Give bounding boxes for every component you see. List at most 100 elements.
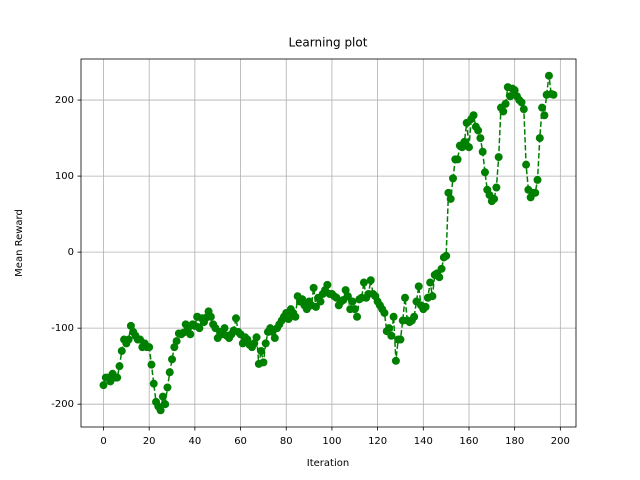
point <box>316 297 325 306</box>
point <box>480 168 489 177</box>
plot-frame <box>80 58 577 428</box>
point <box>544 71 553 80</box>
point <box>428 292 437 301</box>
y-tick-label: 100 <box>55 171 74 182</box>
point <box>442 251 451 260</box>
point <box>531 188 540 197</box>
point <box>113 373 122 382</box>
point <box>115 362 124 371</box>
point <box>453 155 462 164</box>
point <box>519 105 528 114</box>
point <box>161 400 170 409</box>
point <box>257 346 266 355</box>
point <box>163 383 172 392</box>
point <box>464 143 473 152</box>
x-tick-label: 40 <box>189 436 202 447</box>
point <box>323 280 332 289</box>
point <box>117 346 126 355</box>
x-tick-label: 200 <box>551 436 570 447</box>
point <box>396 335 405 344</box>
point <box>490 194 499 203</box>
point <box>353 312 362 321</box>
point <box>250 339 259 348</box>
point <box>506 92 515 101</box>
point <box>540 111 549 120</box>
point <box>343 292 352 301</box>
point <box>410 312 419 321</box>
point <box>460 137 469 146</box>
point <box>348 297 357 306</box>
point <box>517 98 526 107</box>
x-axis-label: Iteration <box>307 458 349 469</box>
point <box>252 333 261 342</box>
point <box>172 337 181 346</box>
point <box>366 276 375 285</box>
point <box>220 324 229 333</box>
point <box>126 321 135 330</box>
point <box>270 334 279 343</box>
point <box>147 360 156 369</box>
x-tick-label: 100 <box>322 436 341 447</box>
point <box>206 312 215 321</box>
chart-title: Learning plot <box>289 36 368 50</box>
point <box>380 308 389 317</box>
y-tick-label: 0 <box>68 247 74 258</box>
x-tick-label: 20 <box>143 436 156 447</box>
point <box>549 90 558 99</box>
point <box>533 175 542 184</box>
x-tick-label: 80 <box>280 436 293 447</box>
point <box>231 314 240 323</box>
point <box>494 153 503 162</box>
point <box>291 312 300 321</box>
y-tick-label: -200 <box>51 399 74 410</box>
point <box>421 302 430 311</box>
point <box>311 302 320 311</box>
point <box>168 355 177 364</box>
x-tick-label: 140 <box>414 436 433 447</box>
point <box>391 356 400 365</box>
point <box>469 111 478 120</box>
point <box>522 160 531 169</box>
x-tick-label: 180 <box>505 436 524 447</box>
point <box>99 381 108 390</box>
point <box>492 183 501 192</box>
point <box>341 286 350 295</box>
x-tick-label: 120 <box>368 436 387 447</box>
point <box>426 278 435 287</box>
point <box>414 282 423 291</box>
point <box>165 368 174 377</box>
point <box>124 335 133 344</box>
point <box>387 331 396 340</box>
point <box>538 103 547 112</box>
point <box>478 147 487 156</box>
point <box>444 188 453 197</box>
point <box>535 134 544 143</box>
point <box>298 295 307 304</box>
x-tick-label: 60 <box>234 436 247 447</box>
point <box>284 315 293 324</box>
point <box>435 273 444 282</box>
point <box>437 264 446 273</box>
point <box>170 343 179 352</box>
y-tick-label: 200 <box>55 95 74 106</box>
point <box>501 99 510 108</box>
point <box>309 283 318 292</box>
point <box>186 330 195 339</box>
point <box>474 126 483 135</box>
point <box>510 86 519 95</box>
point <box>499 107 508 116</box>
y-tick-label: -100 <box>51 323 74 334</box>
x-tick-label: 0 <box>100 436 106 447</box>
point <box>149 379 158 388</box>
y-axis-label: Mean Reward <box>14 209 25 277</box>
point <box>385 324 394 333</box>
point <box>389 312 398 321</box>
x-tick-label: 160 <box>459 436 478 447</box>
point <box>156 406 165 415</box>
point <box>259 358 268 367</box>
point <box>261 339 270 348</box>
point <box>350 305 359 314</box>
point <box>359 278 368 287</box>
